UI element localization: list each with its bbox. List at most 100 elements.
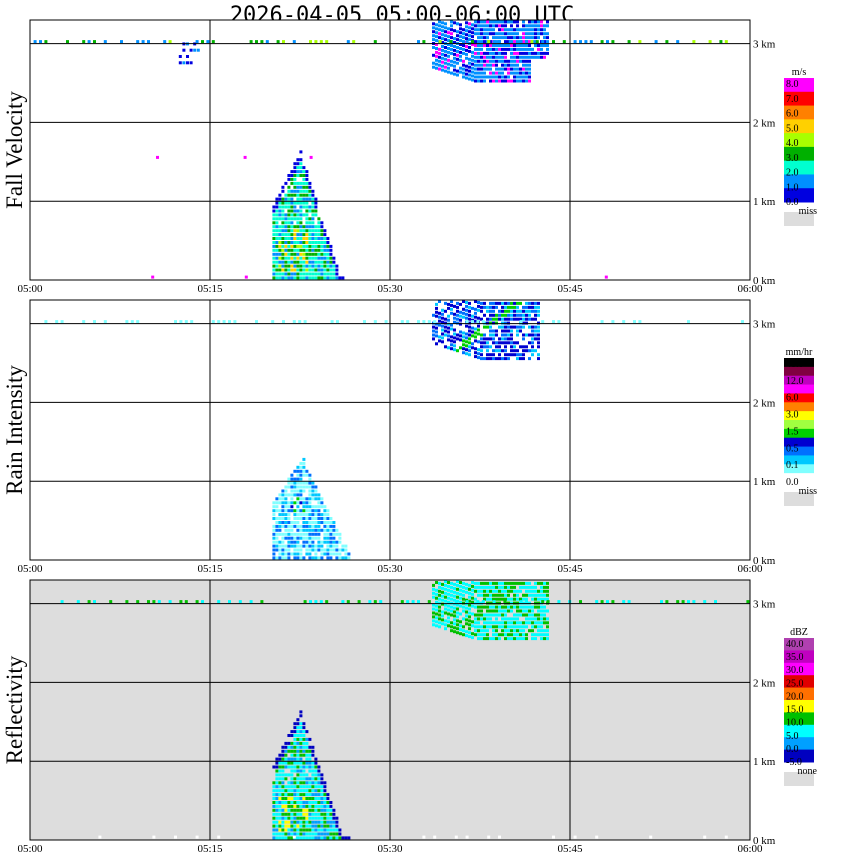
reflectivity-cell	[525, 609, 528, 613]
rain-cell	[296, 477, 300, 481]
velocity-cell	[278, 268, 282, 272]
reflectivity-cell	[468, 607, 471, 611]
velocity-cell	[459, 27, 462, 31]
rain-cell	[296, 528, 300, 532]
velocity-cell	[281, 272, 285, 276]
velocity-cell	[432, 38, 435, 42]
rain-cell	[308, 556, 312, 560]
reflectivity-cell	[311, 793, 315, 797]
reflectivity-cell	[311, 789, 315, 793]
velocity-cell	[453, 52, 456, 56]
colorbar-swatch	[784, 464, 814, 474]
velocity-cell	[156, 155, 159, 159]
velocity-cell	[272, 276, 276, 280]
reflectivity-cell	[474, 633, 477, 637]
velocity-cell	[320, 244, 324, 248]
velocity-cell	[495, 51, 498, 55]
velocity-cell	[528, 71, 531, 75]
reflectivity-cell	[510, 585, 513, 589]
reflectivity-cell	[537, 589, 540, 593]
rain-cell	[281, 489, 285, 493]
rain-cell	[435, 330, 438, 334]
velocity-cell	[468, 46, 471, 49]
rain-cell	[287, 493, 291, 497]
reflectivity-cell	[317, 765, 321, 769]
rain-cell	[435, 314, 438, 318]
reflectivity-cell	[299, 730, 303, 734]
velocity-cell	[525, 71, 528, 75]
velocity-cell	[275, 209, 279, 213]
reflectivity-cell	[456, 611, 459, 615]
reflectivity-cell	[480, 633, 483, 637]
velocity-cell	[507, 75, 510, 79]
rain-cell	[335, 540, 339, 544]
velocity-cell	[480, 75, 483, 79]
rain-cell	[504, 313, 507, 317]
velocity-cell	[543, 36, 546, 40]
velocity-cell	[332, 272, 336, 276]
reflectivity-cell	[314, 785, 318, 789]
velocity-cell	[498, 71, 501, 75]
velocity-cell	[281, 221, 285, 225]
velocity-cell	[465, 25, 468, 29]
rain-cell	[498, 317, 501, 321]
velocity-cell	[477, 51, 480, 55]
velocity-cell	[471, 54, 474, 58]
velocity-cell	[474, 75, 477, 79]
rain-cell	[305, 517, 309, 520]
velocity-cell	[314, 276, 318, 280]
velocity-cell	[296, 193, 300, 197]
rain-cell	[329, 521, 333, 524]
reflectivity-cell	[522, 637, 525, 641]
rain-cell	[332, 540, 336, 544]
reflectivity-cell	[311, 836, 315, 840]
velocity-cell	[528, 40, 531, 44]
reflectivity-cell	[308, 797, 312, 800]
velocity-cell	[447, 70, 450, 74]
reflectivity-cell	[465, 634, 468, 638]
reflectivity-cell	[447, 620, 450, 624]
velocity-cell	[329, 264, 333, 268]
clutter-cell	[76, 600, 80, 604]
rain-cell	[290, 501, 294, 505]
rain-cell	[453, 320, 456, 324]
velocity-cell	[531, 32, 534, 36]
reflectivity-cell	[492, 637, 495, 641]
velocity-cell	[474, 20, 477, 24]
reflectivity-cell	[311, 808, 315, 812]
velocity-cell	[495, 40, 498, 44]
velocity-cell	[516, 28, 519, 32]
velocity-cell	[284, 213, 288, 217]
velocity-cell	[528, 36, 531, 40]
reflectivity-cell	[531, 597, 534, 601]
rain-cell	[326, 517, 330, 520]
rain-cell	[299, 461, 303, 465]
rain-cell	[290, 481, 294, 485]
reflectivity-cell	[546, 633, 549, 637]
velocity-cell	[501, 44, 504, 47]
rain-cell	[501, 357, 504, 361]
rain-cell	[525, 345, 528, 349]
rain-cell	[287, 481, 291, 485]
velocity-cell	[305, 209, 309, 213]
velocity-cell	[323, 268, 327, 272]
reflectivity-cell	[495, 637, 498, 641]
reflectivity-cell	[302, 749, 306, 753]
rain-cell	[522, 309, 525, 313]
rain-cell	[444, 333, 447, 337]
rain-cell	[522, 349, 525, 353]
reflectivity-cell	[311, 812, 315, 816]
rain-cell	[272, 501, 276, 505]
reflectivity-cell	[486, 581, 489, 585]
rain-cell	[465, 352, 468, 356]
velocity-cell	[525, 75, 528, 79]
velocity-cell	[272, 233, 276, 237]
colorbar-level: 0.1	[786, 460, 799, 471]
rain-cell	[326, 552, 330, 556]
velocity-cell	[311, 241, 315, 244]
colorbar-swatch	[784, 146, 814, 162]
rain-cell	[510, 305, 513, 309]
rain-cell	[459, 334, 462, 338]
rain-cell	[444, 321, 447, 325]
reflectivity-cell	[537, 633, 540, 637]
